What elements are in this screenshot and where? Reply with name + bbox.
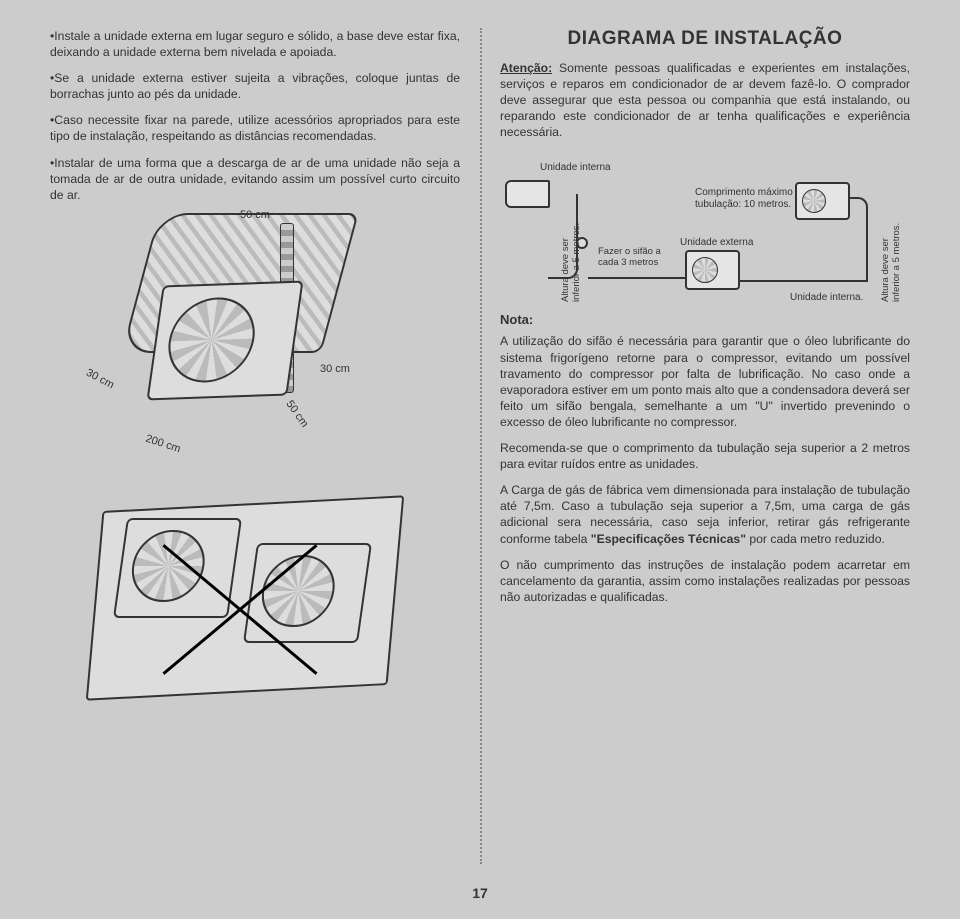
vtext-altura-1: Altura deve ser inferior a 5 metros.	[560, 222, 582, 302]
bullet-2: Se a unidade externa estiver sujeita a v…	[50, 70, 460, 102]
label-sifao: Fazer o sifão a cada 3 metros	[598, 247, 668, 268]
left-column: Instale a unidade externa em lugar segur…	[40, 28, 480, 899]
dim-30cm-left: 30 cm	[84, 367, 116, 392]
warning-paragraph: Atenção: Somente pessoas qualificadas e …	[500, 60, 910, 140]
manual-page: Instale a unidade externa em lugar segur…	[0, 0, 960, 919]
fan-icon	[802, 189, 826, 213]
bullet-4: Instalar de uma forma que a descarga de …	[50, 155, 460, 203]
pipe-mid	[588, 277, 686, 279]
installation-diagram: Unidade interna Altura deve ser inferior…	[500, 152, 910, 302]
label-unidade-interna: Unidade interna	[540, 162, 611, 173]
outdoor-unit-center	[685, 250, 740, 290]
dim-50cm-top: 50 cm	[240, 209, 270, 221]
pipe-right	[848, 197, 868, 282]
dim-50cm-bot: 50 cm	[283, 398, 310, 429]
outdoor-unit-right	[795, 182, 850, 220]
pipe-bottom-right	[740, 280, 868, 282]
cross-out-icon	[140, 523, 340, 693]
nota-title: Nota:	[500, 312, 910, 327]
page-number: 17	[0, 885, 960, 901]
clearance-figure: 50 cm 30 cm 30 cm 50 cm 200 cm	[50, 213, 460, 723]
label-unidade-interna-2: Unidade interna.	[790, 292, 863, 303]
dim-200cm: 200 cm	[144, 433, 182, 456]
bullet-3: Caso necessite fixar na parede, utilize …	[50, 112, 460, 144]
dim-30cm-right: 30 cm	[320, 363, 350, 375]
label-unidade-externa: Unidade externa	[680, 237, 753, 248]
bullet-1: Instale a unidade externa em lugar segur…	[50, 28, 460, 60]
section-title: DIAGRAMA DE INSTALAÇÃO	[500, 28, 910, 50]
warning-label: Atenção:	[500, 61, 552, 75]
indoor-unit-left	[505, 180, 550, 208]
vtext-altura-2: Altura deve ser inferior a 5 metros.	[880, 212, 902, 302]
nota-1: A utilização do sifão é necessária para …	[500, 333, 910, 430]
fan-icon	[692, 257, 718, 283]
bold-spec-tec: "Especificações Técnicas"	[591, 532, 746, 546]
nota-2: Recomenda-se que o comprimento da tubula…	[500, 440, 910, 472]
outdoor-unit-top	[146, 280, 303, 400]
nota-3: A Carga de gás de fábrica vem dimensiona…	[500, 482, 910, 546]
warning-text: Somente pessoas qualificadas e experient…	[500, 61, 910, 139]
nota-4: O não cumprimento das instruções de inst…	[500, 557, 910, 605]
fan-icon	[163, 296, 260, 384]
right-column: DIAGRAMA DE INSTALAÇÃO Atenção: Somente …	[480, 28, 920, 899]
